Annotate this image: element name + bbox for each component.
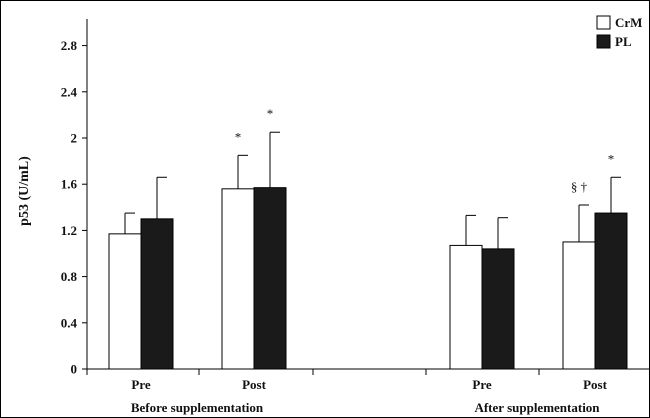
bar-crm	[108, 233, 142, 370]
bar-pl	[253, 187, 287, 370]
bar-pl	[594, 212, 628, 370]
legend-label-crm: CrM	[615, 15, 642, 30]
significance-marker: *	[235, 129, 242, 144]
bar-crm	[221, 188, 255, 370]
y-axis-label: p53 (U/mL)	[17, 156, 32, 226]
legend: CrM PL	[596, 15, 642, 49]
bars: * § † * *	[108, 106, 628, 370]
significance-marker: *	[267, 106, 274, 121]
legend-label-pl: PL	[615, 34, 632, 49]
y-axis: 0 0.4 0.8 1.2 1.6 2 2.4 2.8	[61, 19, 88, 377]
y-tick-label: 2.8	[61, 38, 78, 53]
y-tick-label: 2	[71, 131, 78, 146]
x-category-label: Post	[583, 377, 608, 392]
y-tick-label: 0	[71, 362, 78, 377]
significance-marker: *	[608, 151, 615, 166]
bar-crm	[449, 244, 483, 370]
x-category-label: Pre	[472, 377, 491, 392]
significance-marker: § †	[571, 179, 588, 194]
x-group-label: Before supplementation	[131, 400, 264, 415]
legend-swatch-pl	[596, 34, 611, 49]
y-tick-label: 0.8	[61, 269, 78, 284]
x-axis: Pre Post Pre Post Before supplementation Afte…	[86, 368, 649, 415]
y-tick-label: 0.4	[61, 315, 78, 330]
bar-pl	[140, 218, 174, 370]
bar-crm	[562, 241, 596, 370]
x-category-label: Pre	[131, 377, 150, 392]
y-tick-label: 1.6	[61, 177, 78, 192]
legend-swatch-crm	[596, 15, 611, 30]
x-category-label: Post	[242, 377, 267, 392]
bar-pl	[481, 248, 515, 370]
x-group-label: After supplementation	[474, 400, 600, 415]
y-tick-label: 2.4	[61, 84, 78, 99]
y-tick-label: 1.2	[61, 223, 77, 238]
